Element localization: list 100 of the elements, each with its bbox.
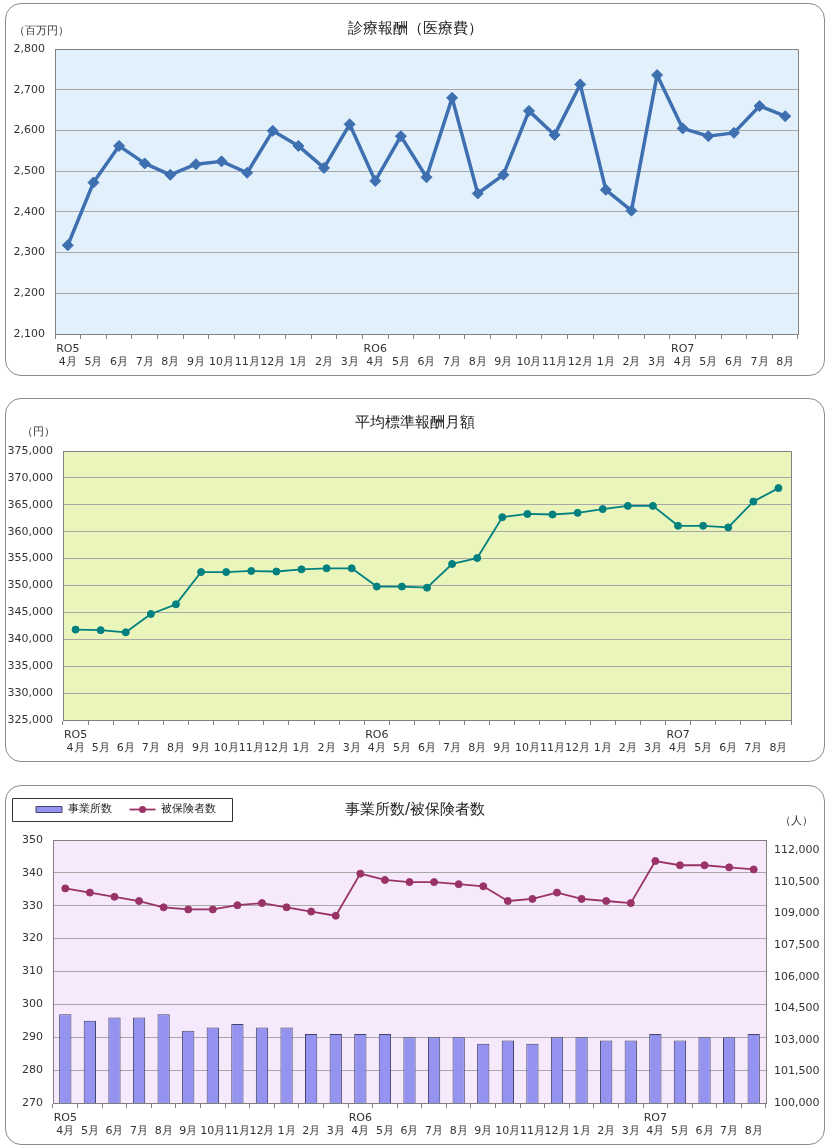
x-tick-label: 3月 bbox=[342, 741, 361, 755]
y2-tick-label: 104,500 bbox=[774, 1001, 820, 1015]
x-tick-label: 8月 bbox=[449, 1124, 468, 1138]
y-tick-label: 2,300 bbox=[13, 245, 45, 259]
point bbox=[110, 892, 119, 901]
x-tick-label: 6月 bbox=[105, 1124, 124, 1138]
point bbox=[87, 176, 100, 189]
y-tick-label: 325,000 bbox=[7, 712, 53, 726]
y-tick-label: 365,000 bbox=[7, 497, 53, 511]
point bbox=[625, 204, 638, 217]
x-tick-label: 6月 bbox=[719, 741, 738, 755]
x-tick-label: 2月 bbox=[315, 355, 334, 369]
point bbox=[602, 897, 611, 906]
point bbox=[753, 100, 766, 112]
x-tick-label: 1月 bbox=[292, 741, 311, 755]
y-tick-label: 2,700 bbox=[13, 82, 45, 96]
point bbox=[380, 875, 389, 884]
y-tick-label: 2,800 bbox=[13, 41, 45, 55]
x-tick-label: 12月 bbox=[567, 355, 593, 369]
point bbox=[522, 104, 535, 117]
point bbox=[164, 168, 177, 181]
y-tick-label: 350,000 bbox=[7, 578, 53, 592]
x-tick-label: 6月 bbox=[110, 355, 129, 369]
point bbox=[626, 899, 635, 908]
y2-tick-label: 109,000 bbox=[774, 906, 820, 920]
y-tick-label: 340 bbox=[22, 865, 43, 879]
x-tick-label: 6月 bbox=[116, 741, 135, 755]
x-tick-label: RO6 4月 bbox=[365, 727, 389, 755]
point bbox=[779, 110, 792, 123]
point bbox=[430, 878, 439, 887]
y-tick-label: 2,400 bbox=[13, 204, 45, 218]
y-axis-title: （百万円） bbox=[14, 23, 69, 38]
x-tick-label: 2月 bbox=[597, 1124, 616, 1138]
x-tick-label: 8月 bbox=[166, 741, 185, 755]
x-tick-label: 5月 bbox=[391, 355, 410, 369]
y-tick-label: 270 bbox=[22, 1095, 43, 1109]
point bbox=[215, 155, 228, 168]
point bbox=[297, 565, 306, 574]
x-tick-label: 1月 bbox=[593, 741, 612, 755]
x-tick-label: 11月 bbox=[224, 1124, 250, 1138]
x-tick-label: 8月 bbox=[161, 355, 180, 369]
point bbox=[71, 625, 80, 634]
x-tick-label: 7月 bbox=[443, 741, 462, 755]
x-tick-label: 10月 bbox=[200, 1124, 226, 1138]
point bbox=[282, 903, 291, 912]
x-tick-label: 5月 bbox=[392, 741, 411, 755]
y2-axis-title: （人） bbox=[780, 813, 813, 828]
y-tick-label: 360,000 bbox=[7, 524, 53, 538]
x-tick-label: 12月 bbox=[249, 1124, 275, 1138]
point bbox=[574, 78, 587, 91]
point bbox=[749, 865, 758, 874]
point bbox=[573, 508, 582, 517]
y-tick-label: 350 bbox=[22, 832, 43, 846]
point bbox=[503, 897, 512, 906]
x-tick-label: 6月 bbox=[400, 1124, 419, 1138]
x-tick-label: 5月 bbox=[375, 1124, 394, 1138]
y-tick-label: 345,000 bbox=[7, 605, 53, 619]
x-tick-label: 10月 bbox=[514, 741, 540, 755]
x-tick-label: 1月 bbox=[572, 1124, 591, 1138]
x-tick-label: 9月 bbox=[186, 355, 205, 369]
y-tick-label: 290 bbox=[22, 1030, 43, 1044]
x-tick-label: 11月 bbox=[540, 741, 566, 755]
x-tick-label: 1月 bbox=[277, 1124, 296, 1138]
y-tick-label: 2,600 bbox=[13, 123, 45, 137]
x-tick-label: 10月 bbox=[495, 1124, 521, 1138]
point bbox=[85, 888, 94, 897]
point bbox=[498, 513, 507, 522]
point bbox=[208, 905, 217, 914]
point bbox=[241, 166, 254, 179]
x-tick-label: 11月 bbox=[234, 355, 260, 369]
point bbox=[473, 554, 482, 563]
x-tick-label: 7月 bbox=[135, 355, 154, 369]
point bbox=[307, 907, 316, 916]
y-tick-label: 340,000 bbox=[7, 632, 53, 646]
x-tick-label: RO6 4月 bbox=[363, 341, 387, 369]
x-tick-label: 3月 bbox=[326, 1124, 345, 1138]
x-tick-label: 12月 bbox=[565, 741, 591, 755]
x-tick-label: 8月 bbox=[468, 741, 487, 755]
point bbox=[184, 905, 193, 914]
x-tick-label: 12月 bbox=[263, 741, 289, 755]
x-tick-label: 3月 bbox=[643, 741, 662, 755]
x-tick-label: 2月 bbox=[618, 741, 637, 755]
point bbox=[674, 521, 683, 530]
x-tick-label: 7月 bbox=[443, 355, 462, 369]
point bbox=[272, 567, 281, 576]
y-tick-label: 280 bbox=[22, 1062, 43, 1076]
y-tick-label: 2,500 bbox=[13, 164, 45, 177]
point bbox=[347, 564, 356, 573]
x-tick-label: 7月 bbox=[425, 1124, 444, 1138]
point bbox=[197, 568, 206, 577]
y-tick-label: 2,100 bbox=[13, 326, 45, 340]
x-tick-label: 5月 bbox=[80, 1124, 99, 1138]
y2-tick-label: 112,000 bbox=[774, 843, 820, 857]
point bbox=[548, 510, 557, 519]
y-axis-title: （円） bbox=[22, 424, 55, 439]
point bbox=[397, 582, 406, 591]
point bbox=[113, 139, 126, 152]
x-tick-label: 3月 bbox=[648, 355, 667, 369]
x-tick-label: 7月 bbox=[141, 741, 160, 755]
point bbox=[725, 863, 734, 872]
